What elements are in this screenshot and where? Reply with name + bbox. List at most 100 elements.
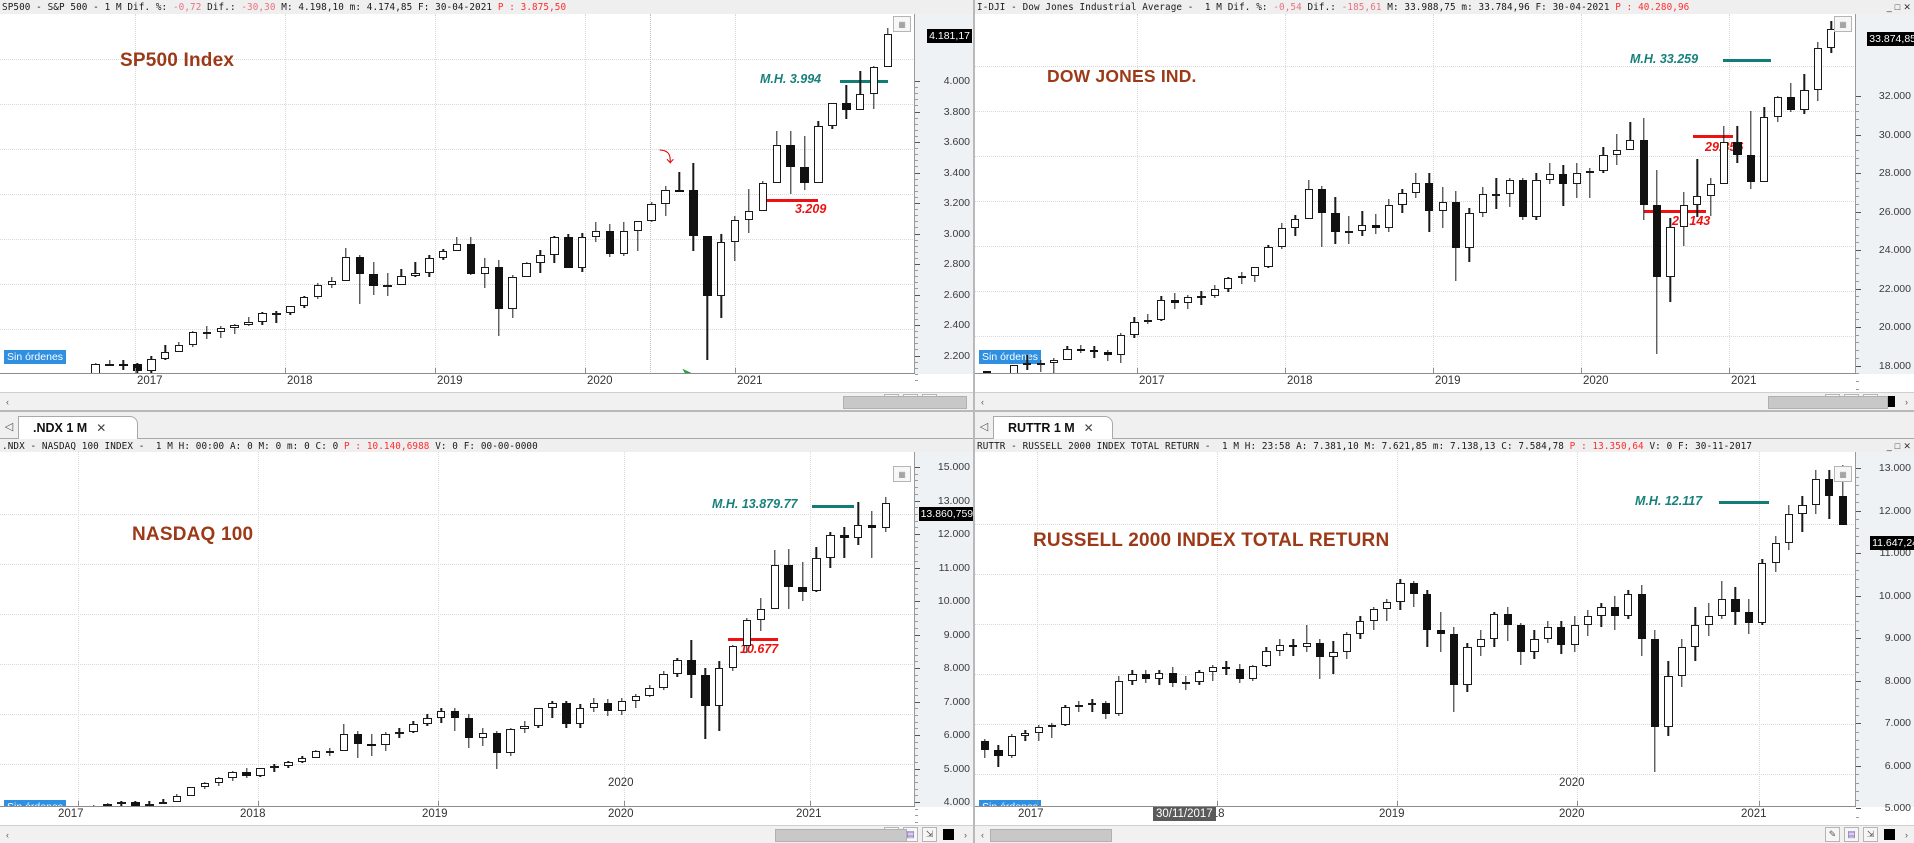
ndx-tab-strip[interactable]: ◁ .NDX 1 M ✕: [0, 412, 973, 439]
ndx-order-status-badge: Sin órdenes: [4, 800, 67, 807]
ndx-time-axis[interactable]: 2017 2018 2019 2020 2021: [0, 801, 915, 825]
candlestick: [1624, 452, 1633, 807]
scroll-left-arrow-icon[interactable]: ‹: [6, 829, 9, 840]
candlestick: [478, 452, 488, 807]
ruttr-horizontal-scrollbar[interactable]: ‹ ✎ ▤ ⇲ ›: [975, 825, 1914, 843]
axis-minor-tick: [915, 227, 918, 229]
close-icon[interactable]: ✕: [1903, 1, 1911, 12]
sp500-price-axis[interactable]: 4.000 3.800 3.600 3.400 3.200 3.000 2.800 2.600…: [914, 14, 973, 381]
candlestick: [996, 14, 1004, 374]
candlestick: [214, 452, 224, 807]
ndx-horizontal-scrollbar[interactable]: ‹ ✎ ▤ ⇲ ›: [0, 825, 973, 843]
candlestick: [784, 452, 793, 807]
candlestick: [550, 14, 559, 374]
tab-nav-left-icon[interactable]: ◁: [979, 420, 989, 433]
axis-minor-tick: [1856, 663, 1859, 665]
scroll-thumb[interactable]: [843, 396, 967, 409]
sp500-chart-tool-icon[interactable]: ▦: [893, 16, 911, 32]
candlestick: [605, 14, 615, 374]
ndx-date: 00-00-0000: [480, 440, 538, 452]
scroll-thumb[interactable]: [775, 829, 907, 842]
maximize-icon[interactable]: □: [1894, 440, 1901, 451]
sp500-time-axis[interactable]: 2017 2018 2019 2020 2021: [0, 368, 915, 392]
scroll-track[interactable]: [990, 395, 1888, 409]
tab-ruttr[interactable]: RUTTR 1 M ✕: [993, 416, 1113, 439]
scroll-thumb[interactable]: [1768, 396, 1888, 409]
ruttr-a-label: A:: [1296, 440, 1308, 452]
dji-plot[interactable]: DOW JONES IND. M.H. 33.259 29.856 26.143…: [975, 14, 1856, 374]
candlestick: [1838, 452, 1847, 807]
scroll-right-arrow-icon[interactable]: ›: [964, 829, 967, 840]
axis-minor-tick: [915, 379, 918, 381]
axis-minor-tick: [915, 288, 918, 290]
ndx-chart-tool-icon[interactable]: ▦: [893, 466, 911, 482]
color-swatch[interactable]: [1884, 829, 1895, 840]
minimize-icon[interactable]: _: [1886, 440, 1892, 451]
candlestick: [89, 452, 98, 807]
axis-tick-mark: [915, 325, 920, 326]
scroll-track[interactable]: [15, 395, 967, 409]
candlestick: [1342, 452, 1351, 807]
axis-minor-tick: [1856, 234, 1859, 236]
dji-price-axis[interactable]: 32.000 30.000 28.000 26.000 24.000 22.000 20.0…: [1855, 14, 1914, 398]
minimize-icon[interactable]: _: [1886, 1, 1892, 12]
candlestick: [20, 452, 29, 807]
dji-low-label: m:: [1461, 1, 1473, 13]
axis-tick-label: 5.000: [943, 762, 970, 775]
ndx-a: 0: [247, 440, 253, 452]
axis-minor-tick: [1856, 799, 1859, 801]
ruttr-time-axis[interactable]: 2017 2018 2019 2020 2021 30/11/2017: [975, 801, 1856, 825]
ruttr-window-controls[interactable]: _ □ ✕: [1886, 440, 1914, 451]
scroll-thumb[interactable]: [990, 829, 1112, 842]
sp500-horizontal-scrollbar[interactable]: ‹ ✎ ▤ ⇲ ›: [0, 392, 973, 410]
candlestick: [145, 452, 154, 807]
axis-minor-tick: [915, 688, 918, 690]
tab-nav-left-icon[interactable]: ◁: [4, 420, 14, 433]
candlestick: [673, 452, 682, 807]
scroll-right-arrow-icon[interactable]: ›: [1905, 829, 1908, 840]
axis-tick-label: 3.600: [943, 136, 970, 148]
sp500-high: 4.198,10: [298, 1, 344, 13]
sp500-symbol: SP500 - S&P 500 -: [2, 1, 99, 13]
dji-time-axis[interactable]: 2017 2018 2019 2020 2021: [975, 368, 1856, 392]
pencil-icon[interactable]: ✎: [1825, 827, 1840, 842]
ruttr-axis-tools[interactable]: ✎ ▤ ⇲: [1825, 827, 1899, 842]
color-swatch[interactable]: [943, 829, 954, 840]
dji-horizontal-scrollbar[interactable]: ‹ ✎ ▤ ⇲ ›: [975, 392, 1914, 410]
axis-minor-tick: [915, 300, 918, 302]
scroll-track[interactable]: [15, 828, 907, 842]
candlestick: [728, 452, 738, 807]
save-icon[interactable]: ▤: [1844, 827, 1859, 842]
close-icon[interactable]: ✕: [1903, 440, 1911, 451]
color-swatch[interactable]: [1884, 396, 1895, 407]
tab-close-icon[interactable]: ✕: [96, 421, 107, 435]
ndx-price-axis[interactable]: 15.000 13.000 12.000 11.000 10.000 9.000 8.000…: [914, 452, 973, 830]
maximize-icon[interactable]: □: [1894, 1, 1901, 12]
axis-tick-label: 9.000: [1884, 632, 1911, 644]
tab-ndx[interactable]: .NDX 1 M ✕: [18, 416, 138, 439]
ruttr-mh-label: M.H. 12.117: [1635, 494, 1703, 508]
axis-minor-tick: [915, 129, 918, 131]
candlestick: [22, 14, 31, 374]
pin-icon[interactable]: ⇲: [922, 827, 937, 842]
dji-window-controls[interactable]: _ □ ✕: [1886, 1, 1914, 12]
scroll-left-arrow-icon[interactable]: ‹: [6, 396, 9, 407]
ruttr-plot[interactable]: RUSSELL 2000 INDEX TOTAL RETURN M.H. 12.…: [975, 452, 1856, 807]
ndx-plot[interactable]: NASDAQ 100 M.H. 13.879.77 10.677 Sin órd…: [0, 452, 915, 807]
scroll-left-arrow-icon[interactable]: ‹: [981, 829, 984, 840]
ruttr-chart-tool-icon[interactable]: ▦: [1834, 466, 1852, 482]
sp500-plot[interactable]: SP500 Index M.H. 3.994 3.209 ⤵ ➤ Sin órd…: [0, 14, 915, 374]
tab-close-icon[interactable]: ✕: [1083, 421, 1094, 435]
axis-minor-tick: [915, 721, 918, 723]
axis-minor-tick: [915, 580, 918, 582]
scroll-track[interactable]: [990, 828, 1825, 842]
pin-icon[interactable]: ⇲: [1863, 827, 1878, 842]
ruttr-v: 0: [1666, 440, 1673, 452]
candlestick: [1074, 452, 1083, 807]
scroll-left-arrow-icon[interactable]: ‹: [981, 396, 984, 407]
dji-chart-tool-icon[interactable]: ▦: [1834, 16, 1852, 32]
axis-minor-tick: [915, 520, 918, 522]
ruttr-price-axis[interactable]: 13.000 12.000 11.000 10.000 9.000 8.000 7.000 6…: [1855, 452, 1914, 843]
scroll-right-arrow-icon[interactable]: ›: [1905, 396, 1908, 407]
ruttr-tab-strip[interactable]: ◁ RUTTR 1 M ✕: [975, 412, 1914, 439]
